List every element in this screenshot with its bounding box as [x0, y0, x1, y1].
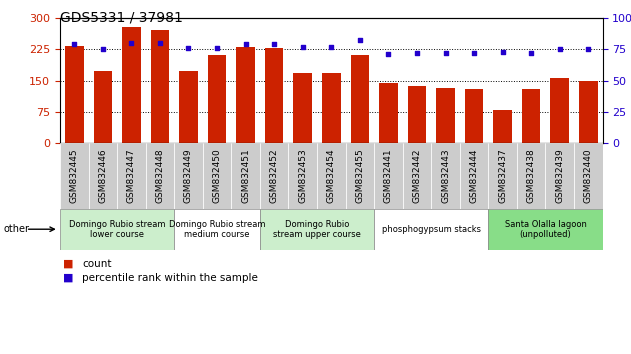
- Bar: [550, 79, 569, 143]
- Text: GDS5331 / 37981: GDS5331 / 37981: [60, 11, 183, 25]
- Text: GSM832443: GSM832443: [441, 149, 450, 203]
- Text: Santa Olalla lagoon
(unpolluted): Santa Olalla lagoon (unpolluted): [505, 219, 586, 239]
- Bar: [88, 143, 117, 209]
- Point: [498, 49, 508, 55]
- Bar: [236, 47, 255, 143]
- Text: other: other: [3, 224, 29, 234]
- Point: [412, 50, 422, 56]
- Point: [184, 45, 194, 51]
- Bar: [260, 209, 374, 250]
- Text: Domingo Rubio stream
medium course: Domingo Rubio stream medium course: [168, 219, 265, 239]
- Bar: [203, 143, 232, 209]
- Text: GSM832451: GSM832451: [241, 149, 250, 203]
- Bar: [174, 143, 203, 209]
- Bar: [408, 86, 427, 143]
- Bar: [174, 209, 260, 250]
- Point: [440, 50, 451, 56]
- Text: Domingo Rubio
stream upper course: Domingo Rubio stream upper course: [273, 219, 361, 239]
- Text: GSM832450: GSM832450: [213, 149, 221, 203]
- Point: [240, 41, 251, 47]
- Bar: [122, 27, 141, 143]
- Bar: [65, 46, 83, 143]
- Text: GSM832444: GSM832444: [469, 149, 478, 203]
- Point: [98, 46, 108, 52]
- Point: [212, 45, 222, 51]
- Point: [555, 46, 565, 52]
- Bar: [545, 143, 574, 209]
- Text: GSM832455: GSM832455: [355, 149, 364, 203]
- Bar: [322, 73, 341, 143]
- Text: GSM832441: GSM832441: [384, 149, 393, 203]
- Text: GSM832437: GSM832437: [498, 149, 507, 203]
- Point: [526, 50, 536, 56]
- Bar: [374, 143, 403, 209]
- Bar: [374, 209, 488, 250]
- Point: [155, 40, 165, 46]
- Bar: [493, 110, 512, 143]
- Bar: [293, 73, 312, 143]
- Point: [269, 41, 279, 47]
- Text: percentile rank within the sample: percentile rank within the sample: [82, 273, 258, 283]
- Bar: [232, 143, 260, 209]
- Bar: [431, 143, 460, 209]
- Text: Domingo Rubio stream
lower course: Domingo Rubio stream lower course: [69, 219, 165, 239]
- Point: [469, 50, 479, 56]
- Bar: [403, 143, 431, 209]
- Bar: [351, 55, 369, 143]
- Bar: [379, 84, 398, 143]
- Text: GSM832454: GSM832454: [327, 149, 336, 203]
- Text: ■: ■: [63, 273, 74, 283]
- Text: GSM832445: GSM832445: [70, 149, 79, 203]
- Text: GSM832447: GSM832447: [127, 149, 136, 203]
- Text: GSM832440: GSM832440: [584, 149, 593, 203]
- Text: phosphogypsum stacks: phosphogypsum stacks: [382, 225, 481, 234]
- Point: [355, 38, 365, 43]
- Bar: [151, 30, 169, 143]
- Bar: [517, 143, 545, 209]
- Bar: [436, 88, 455, 143]
- Point: [126, 40, 136, 46]
- Bar: [460, 143, 488, 209]
- Bar: [288, 143, 317, 209]
- Text: ■: ■: [63, 259, 74, 269]
- Text: GSM832452: GSM832452: [269, 149, 279, 203]
- Bar: [179, 71, 198, 143]
- Bar: [574, 143, 603, 209]
- Point: [69, 41, 80, 47]
- Bar: [317, 143, 346, 209]
- Bar: [60, 143, 88, 209]
- Bar: [117, 143, 146, 209]
- Bar: [265, 48, 283, 143]
- Bar: [146, 143, 174, 209]
- Text: GSM832446: GSM832446: [98, 149, 107, 203]
- Bar: [208, 55, 227, 143]
- Text: GSM832439: GSM832439: [555, 149, 564, 203]
- Bar: [60, 209, 174, 250]
- Bar: [93, 71, 112, 143]
- Bar: [488, 209, 603, 250]
- Bar: [465, 89, 483, 143]
- Text: GSM832442: GSM832442: [413, 149, 422, 203]
- Point: [583, 46, 593, 52]
- Bar: [346, 143, 374, 209]
- Bar: [488, 143, 517, 209]
- Point: [326, 44, 336, 50]
- Text: GSM832438: GSM832438: [527, 149, 536, 203]
- Point: [384, 51, 394, 57]
- Text: GSM832453: GSM832453: [298, 149, 307, 203]
- Bar: [522, 89, 541, 143]
- Bar: [260, 143, 288, 209]
- Bar: [579, 80, 598, 143]
- Text: count: count: [82, 259, 112, 269]
- Text: GSM832449: GSM832449: [184, 149, 193, 203]
- Text: GSM832448: GSM832448: [155, 149, 165, 203]
- Point: [298, 44, 308, 50]
